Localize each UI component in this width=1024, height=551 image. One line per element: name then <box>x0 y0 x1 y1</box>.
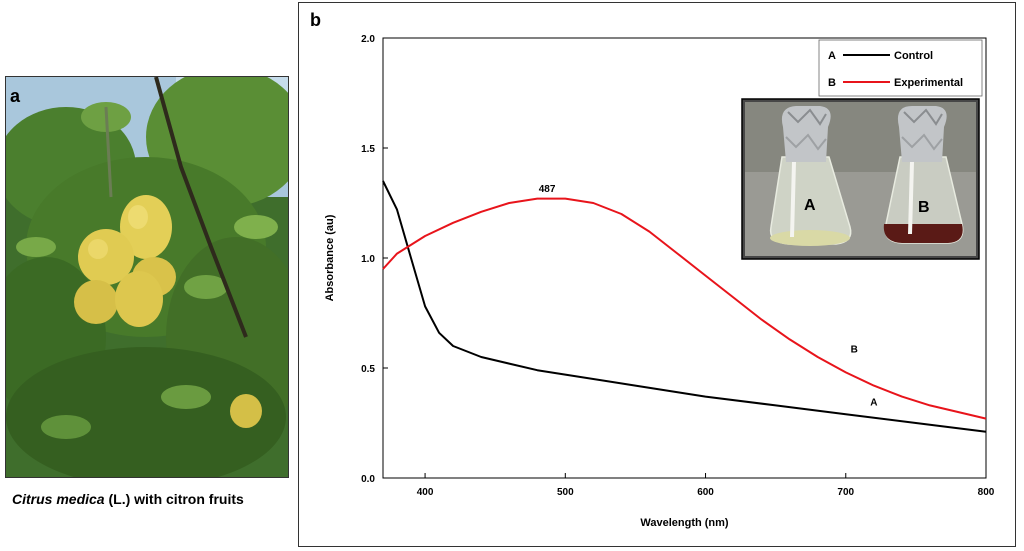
y-tick-label: 1.5 <box>361 144 375 155</box>
y-tick-label: 0.5 <box>361 364 375 375</box>
caption-species: Citrus medica <box>12 491 105 507</box>
legend-letter-control: A <box>828 50 836 62</box>
panel-b-frame <box>298 2 1016 547</box>
y-tick-label: 2.0 <box>361 34 375 45</box>
x-tick-label: 800 <box>978 487 995 498</box>
caption-rest: (L.) with citron fruits <box>104 491 244 507</box>
panel-b-label: b <box>310 10 321 30</box>
axis-ticks: 400 500 600 700 800 0.0 0.5 1.0 1.5 2.0 <box>361 34 995 498</box>
absorbance-chart: 400 500 600 700 800 0.0 0.5 1.0 1.5 2.0 487 B A Wav… <box>324 34 995 529</box>
legend-letter-experimental: B <box>828 77 836 89</box>
series-line-control <box>382 180 987 433</box>
y-tick-label: 0.0 <box>361 474 375 485</box>
figure-caption: Citrus medica (L.) with citron fruits <box>12 490 282 508</box>
x-tick-label: 700 <box>837 487 854 498</box>
panel-a-label: a <box>10 86 21 106</box>
annotation-label: 487 <box>539 184 556 195</box>
series-lines <box>382 180 987 433</box>
inset-label-a: A <box>804 197 816 214</box>
chart-legend: A Control B Experimental <box>818 39 983 97</box>
x-tick-label: 600 <box>697 487 714 498</box>
legend-label-control: Control <box>894 50 933 62</box>
flask-a <box>769 106 852 246</box>
annotation-label: B <box>851 345 858 356</box>
y-tick-label: 1.0 <box>361 254 375 265</box>
flask-inset-photo: A B <box>741 98 980 260</box>
annotation-label: A <box>870 397 877 408</box>
citron-tree-photo <box>5 76 289 478</box>
citron-tree-illustration <box>6 77 288 477</box>
y-axis-title: Absorbance (au) <box>324 214 336 301</box>
series-line-experimental <box>382 197 987 420</box>
legend-box <box>818 39 983 97</box>
chart-annotations: 487 B A <box>539 184 878 408</box>
x-tick-label: 400 <box>417 487 434 498</box>
x-tick-label: 500 <box>557 487 574 498</box>
inset-label-b: B <box>918 199 930 216</box>
x-axis-title: Wavelength (nm) <box>640 517 729 529</box>
flask-b <box>883 106 964 244</box>
legend-label-experimental: Experimental <box>894 77 963 89</box>
